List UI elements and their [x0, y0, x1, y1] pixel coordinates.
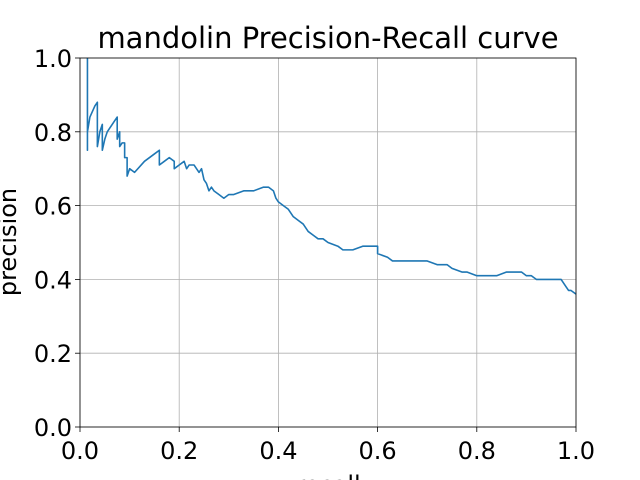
- y-tick-label: 1.0: [34, 45, 72, 73]
- y-ticks: 0.0 0.2 0.4 0.6 0.8 1.0: [34, 45, 80, 442]
- x-tick-label: 0.8: [458, 437, 496, 465]
- curve-layer: [86, 58, 577, 295]
- x-tick-label: 0.2: [160, 437, 198, 465]
- y-tick-label: 0.4: [34, 266, 72, 294]
- chart-title: mandolin Precision-Recall curve: [97, 21, 558, 55]
- y-tick-label: 0.0: [34, 414, 72, 442]
- x-tick-label: 0.4: [259, 437, 297, 465]
- y-tick-label: 0.8: [34, 119, 72, 147]
- x-ticks: 0.0 0.2 0.4 0.6 0.8 1.0: [61, 427, 595, 465]
- x-axis-label: recall: [295, 471, 360, 480]
- precision-recall-line: [86, 58, 577, 295]
- y-tick-label: 0.2: [34, 340, 72, 368]
- x-tick-label: 0.0: [61, 437, 99, 465]
- plot-frame: [79, 57, 577, 428]
- y-axis-label: precision: [0, 188, 22, 296]
- x-tick-label: 1.0: [557, 437, 595, 465]
- y-tick-label: 0.6: [34, 193, 72, 221]
- x-tick-label: 0.6: [359, 437, 397, 465]
